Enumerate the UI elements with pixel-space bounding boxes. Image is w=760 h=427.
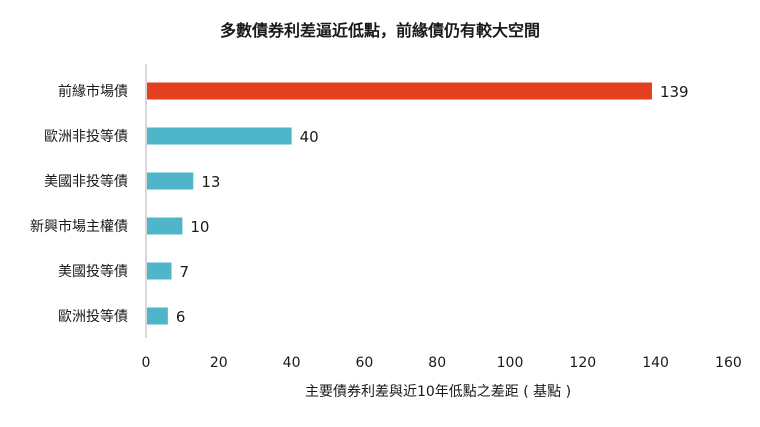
category-label: 歐洲非投等債 [44,128,128,145]
data-label: 7 [179,263,189,281]
x-tick-label: 160 [715,355,742,371]
chart-title: 多數債券利差逼近低點，前緣債仍有較大空間 [220,21,540,40]
x-tick-label: 80 [428,355,446,371]
x-axis-label: 主要債券利差與近10年低點之差距 ( 基點 ) [305,383,571,400]
category-label: 前緣市場債 [58,83,128,100]
bar [147,127,292,145]
x-tick-label: 0 [142,355,151,371]
category-label: 歐洲投等債 [58,308,128,325]
x-tick-label: 60 [355,355,373,371]
category-label: 美國非投等債 [44,173,128,190]
data-label: 6 [176,308,186,326]
data-label: 10 [190,218,209,236]
x-tick-label: 100 [497,355,524,371]
bar [147,307,168,325]
bar [147,82,652,100]
x-axis: 0 20 40 60 80 100 120 140 160 [142,64,742,371]
data-label: 13 [201,173,220,191]
data-label: 139 [660,83,689,101]
x-tick-label: 40 [283,355,301,371]
bars-group: 前緣市場債 139 歐洲非投等債 40 美國非投等債 13 新興市場主權債 10 美國投等債 7 歐… [30,82,689,326]
x-tick-label: 20 [210,355,228,371]
x-tick-label: 120 [569,355,596,371]
bar [147,262,172,280]
data-label: 40 [300,128,319,146]
bar [147,217,183,235]
category-label: 美國投等債 [58,263,128,280]
x-tick-label: 140 [642,355,669,371]
category-label: 新興市場主權債 [30,218,128,235]
bar [147,172,194,190]
